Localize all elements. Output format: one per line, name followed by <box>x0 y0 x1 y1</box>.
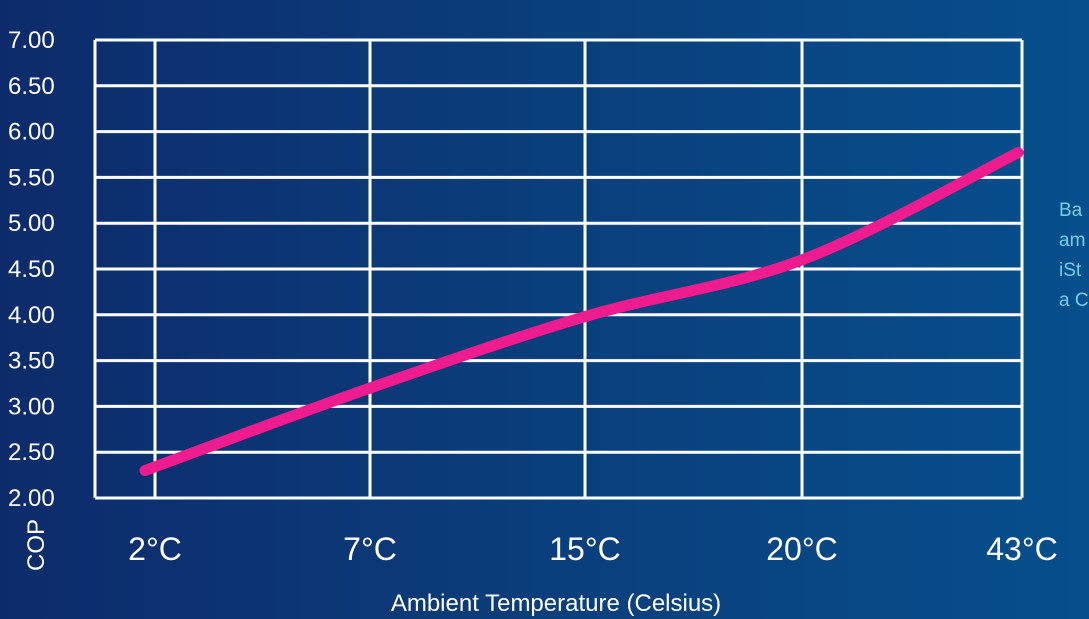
side-note-line: am <box>1059 230 1086 251</box>
series-line-cop <box>139 147 1024 477</box>
side-note-line: iSt <box>1059 260 1082 281</box>
x-tick-label: 20°C <box>766 531 838 567</box>
y-tick-label: 7.00 <box>8 27 55 54</box>
y-tick-label: 6.50 <box>8 73 55 100</box>
y-tick-labels: 2.00 2.50 3.00 3.50 4.00 4.50 5.00 5.50 6.00 6.50… <box>8 27 55 512</box>
y-tick-label: 2.00 <box>8 485 55 512</box>
x-tick-label: 15°C <box>549 531 621 567</box>
chart-grid <box>93 38 1024 500</box>
y-tick-label: 5.50 <box>8 164 55 191</box>
y-tick-label: 3.00 <box>8 393 55 420</box>
x-axis-title: Ambient Temperature (Celsius) <box>391 590 721 617</box>
y-tick-label: 4.50 <box>8 256 55 283</box>
side-note-line: Ba <box>1059 200 1083 221</box>
y-tick-label: 2.50 <box>8 439 55 466</box>
y-tick-label: 4.00 <box>8 302 55 329</box>
y-tick-label: 6.00 <box>8 119 55 146</box>
x-tick-label: 2°C <box>128 531 182 567</box>
x-tick-label: 43°C <box>986 531 1058 567</box>
side-note: Ba am iSt a C <box>1059 196 1089 316</box>
x-tick-label: 7°C <box>343 531 397 567</box>
y-axis-title: COP <box>23 519 50 571</box>
x-tick-labels: 2°C 7°C 15°C 20°C 43°C <box>128 531 1058 567</box>
y-tick-label: 5.00 <box>8 210 55 237</box>
side-note-line: a C <box>1059 290 1089 311</box>
y-tick-label: 3.50 <box>8 348 55 375</box>
